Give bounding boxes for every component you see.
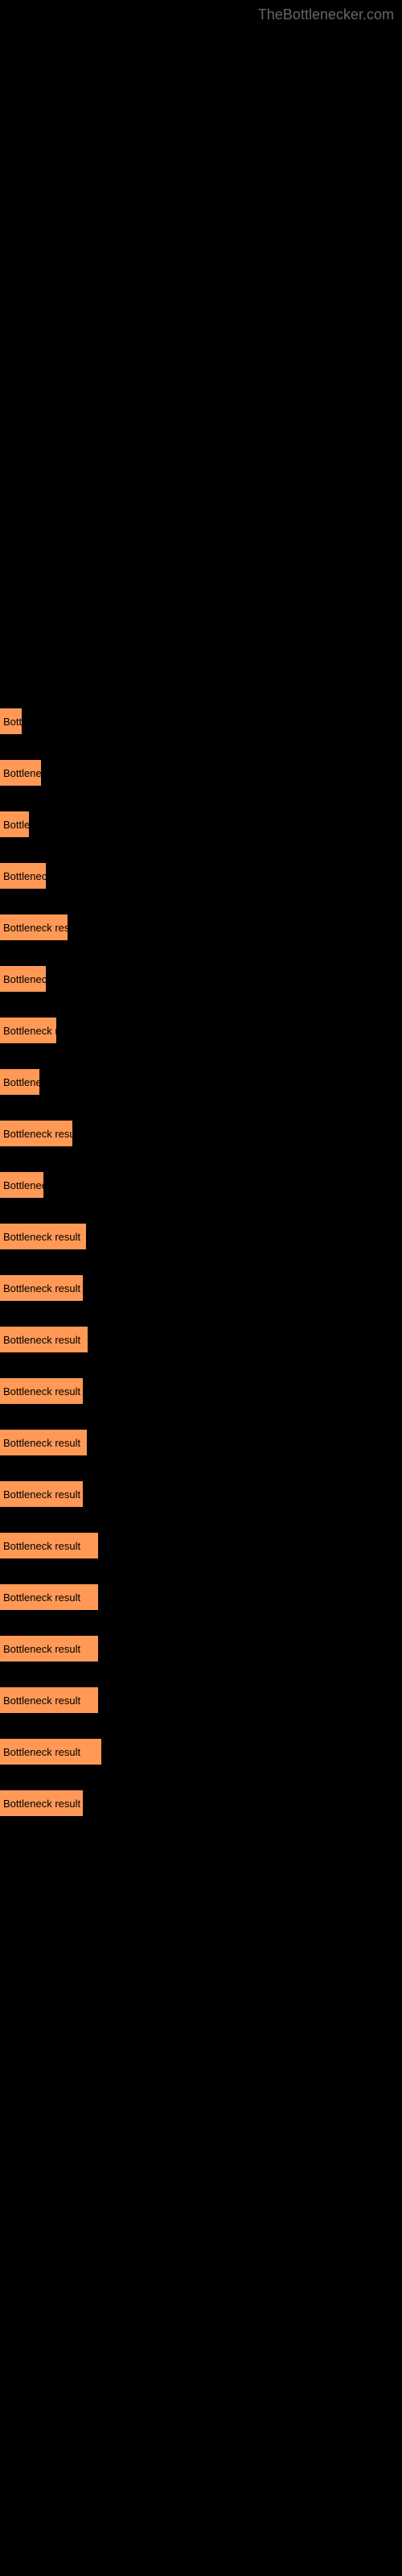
bar-row: Bottleneck result	[0, 708, 402, 734]
bar: Bottleneck result	[0, 1687, 98, 1713]
bar-label: Bottleneck result	[3, 1643, 80, 1655]
bar-label: Bottleneck result	[3, 1746, 80, 1758]
bar-row: Bottleneck result	[0, 1018, 402, 1043]
bar-label: Bottleneck result	[3, 1179, 43, 1191]
bar-label: Bottleneck result	[3, 1540, 80, 1552]
bar-label: Bottleneck result	[3, 767, 41, 779]
bar-row: Bottleneck result	[0, 1687, 402, 1713]
bar: Bottleneck result	[0, 1378, 83, 1404]
bar-row: Bottleneck result	[0, 966, 402, 992]
bar-label: Bottleneck result	[3, 1128, 72, 1140]
bar: Bottleneck result	[0, 1533, 98, 1558]
bar: Bottleneck result	[0, 1275, 83, 1301]
bar: Bottleneck result	[0, 708, 22, 734]
bar: Bottleneck result	[0, 1636, 98, 1662]
bar-label: Bottleneck result	[3, 716, 22, 728]
bar: Bottleneck result	[0, 1584, 98, 1610]
bar-label: Bottleneck result	[3, 1076, 39, 1088]
bar-label: Bottleneck result	[3, 1437, 80, 1449]
bar-label: Bottleneck result	[3, 922, 68, 934]
bar: Bottleneck result	[0, 863, 46, 889]
bar: Bottleneck result	[0, 1224, 86, 1249]
bar-row: Bottleneck result	[0, 863, 402, 889]
bar-label: Bottleneck result	[3, 1334, 80, 1346]
bar-row: Bottleneck result	[0, 1172, 402, 1198]
bar-row: Bottleneck result	[0, 1327, 402, 1352]
watermark-text: TheBottlenecker.com	[258, 6, 394, 23]
bar: Bottleneck result	[0, 966, 46, 992]
bar: Bottleneck result	[0, 1172, 43, 1198]
bar: Bottleneck result	[0, 811, 29, 837]
bar: Bottleneck result	[0, 1121, 72, 1146]
bar-row: Bottleneck result	[0, 1739, 402, 1765]
bar-row: Bottleneck result	[0, 1636, 402, 1662]
bar: Bottleneck result	[0, 760, 41, 786]
bar-label: Bottleneck result	[3, 1282, 80, 1294]
bar-label: Bottleneck result	[3, 973, 46, 985]
bar: Bottleneck result	[0, 1430, 87, 1455]
bar-row: Bottleneck result	[0, 1481, 402, 1507]
bar: Bottleneck result	[0, 1481, 83, 1507]
bar-row: Bottleneck result	[0, 1069, 402, 1095]
bar-row: Bottleneck result	[0, 1275, 402, 1301]
bar-label: Bottleneck result	[3, 1798, 80, 1810]
bar-label: Bottleneck result	[3, 870, 46, 882]
bar: Bottleneck result	[0, 1790, 83, 1816]
bar-row: Bottleneck result	[0, 1224, 402, 1249]
bar-label: Bottleneck result	[3, 1695, 80, 1707]
bar-row: Bottleneck result	[0, 1790, 402, 1816]
bar: Bottleneck result	[0, 1018, 56, 1043]
bar: Bottleneck result	[0, 1069, 39, 1095]
bar-row: Bottleneck result	[0, 1430, 402, 1455]
bar-row: Bottleneck result	[0, 1378, 402, 1404]
bar-row: Bottleneck result	[0, 1121, 402, 1146]
bar-label: Bottleneck result	[3, 1231, 80, 1243]
bar-row: Bottleneck result	[0, 1533, 402, 1558]
bar-label: Bottleneck result	[3, 1591, 80, 1604]
bar: Bottleneck result	[0, 1739, 101, 1765]
bar-row: Bottleneck result	[0, 760, 402, 786]
bar-row: Bottleneck result	[0, 811, 402, 837]
bar-chart: Bottleneck result Bottleneck result Bottle…	[0, 0, 402, 1874]
bar-label: Bottleneck result	[3, 1385, 80, 1397]
bar-label: Bottleneck result	[3, 1488, 80, 1501]
bar-row: Bottleneck result	[0, 914, 402, 940]
bar-label: Bottleneck result	[3, 1025, 56, 1037]
bar-row: Bottleneck result	[0, 1584, 402, 1610]
bar: Bottleneck result	[0, 914, 68, 940]
bar-label: Bottleneck result	[3, 819, 29, 831]
bar: Bottleneck result	[0, 1327, 88, 1352]
